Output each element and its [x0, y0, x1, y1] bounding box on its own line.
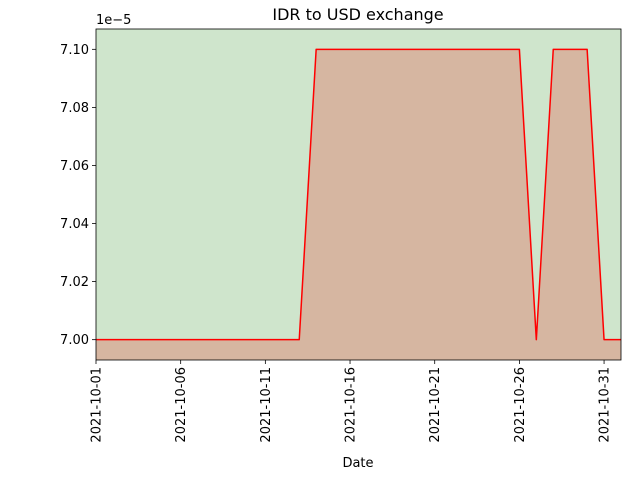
y-tick-label: 7.00	[60, 333, 89, 348]
x-tick-label: 2021-10-31	[598, 367, 613, 443]
y-tick-label: 7.08	[60, 101, 89, 116]
y-tick-label: 7.02	[60, 275, 89, 290]
y-axis-ticks: 7.00 7.02 7.04 7.06 7.08 7.10	[60, 43, 96, 348]
y-tick-label: 7.10	[60, 43, 89, 58]
x-tick-label: 2021-10-01	[90, 367, 105, 443]
series-area-fill	[96, 49, 621, 360]
x-tick-label: 2021-10-21	[428, 367, 443, 443]
x-tick-label: 2021-10-11	[259, 367, 274, 443]
x-axis-label: Date	[342, 456, 373, 471]
x-axis-ticks: 2021-10-01 2021-10-06 2021-10-11 2021-10-16…	[90, 360, 613, 443]
x-tick-label: 2021-10-16	[344, 367, 359, 443]
y-tick-label: 7.04	[60, 217, 89, 232]
x-tick-label: 2021-10-26	[513, 367, 528, 443]
y-axis-offset-label: 1e−5	[96, 13, 131, 28]
series-line	[96, 48, 621, 341]
y-tick-label: 7.06	[60, 159, 89, 174]
chart-title: IDR to USD exchange	[272, 5, 443, 24]
plot-frame	[95, 28, 622, 361]
x-tick-label: 2021-10-06	[174, 367, 189, 443]
